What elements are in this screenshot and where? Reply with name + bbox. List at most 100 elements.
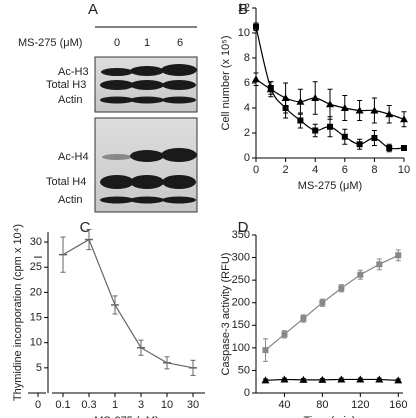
x-tick-label: 6: [342, 164, 348, 176]
panel-letter: B: [238, 1, 248, 18]
y-tick-label: 10: [238, 27, 250, 39]
panel-letter: C: [80, 219, 91, 236]
marker: [111, 304, 119, 306]
row-label: Total H4: [46, 176, 86, 188]
band: [161, 64, 197, 76]
y-tick-label: 0: [244, 387, 250, 399]
marker: [296, 97, 305, 105]
dose-label: 0: [114, 37, 120, 49]
y-tick-label: 30: [30, 236, 42, 248]
y-tick-label: 100: [232, 342, 250, 354]
x-tick-label: 0.1: [55, 399, 70, 411]
y-tick-label: 350: [232, 229, 250, 241]
row-label: Ac-H4: [58, 151, 89, 163]
marker: [400, 115, 408, 123]
x-tick-label: 10: [398, 164, 410, 176]
band: [162, 96, 196, 104]
x-tick-label: 1: [112, 399, 118, 411]
y-tick-label: 4: [244, 102, 250, 114]
band: [100, 175, 134, 189]
x-tick-label: 0.3: [81, 399, 96, 411]
marker: [395, 252, 402, 259]
marker: [356, 375, 365, 383]
x-tick-label: 0: [253, 164, 259, 176]
x-axis-label: MS-275 (μM): [298, 180, 362, 192]
marker: [375, 375, 384, 383]
y-tick-label: 0: [244, 152, 250, 164]
y-tick-label: 6: [244, 77, 250, 89]
marker: [297, 117, 304, 124]
band: [130, 196, 164, 204]
band: [101, 68, 133, 76]
marker: [280, 375, 289, 383]
band: [102, 154, 132, 160]
marker: [311, 94, 320, 101]
y-axis-label: Thymidine incorporation (cpm x 10⁴): [12, 224, 24, 401]
marker: [326, 100, 334, 108]
x-axis-label: Time (min): [303, 415, 355, 418]
marker: [337, 375, 346, 383]
marker: [300, 315, 307, 322]
marker: [338, 285, 345, 292]
x-tick-label: 120: [351, 399, 369, 411]
marker: [85, 238, 93, 241]
marker: [281, 331, 288, 338]
marker: [370, 106, 379, 114]
marker: [299, 375, 308, 383]
marker: [341, 133, 348, 140]
band: [100, 96, 134, 104]
row-label: Actin: [58, 94, 82, 106]
band: [162, 175, 196, 189]
x-tick-label: 8: [371, 164, 377, 176]
marker: [261, 376, 270, 384]
marker: [266, 85, 275, 93]
y-tick-label: 300: [232, 251, 250, 263]
x-tick-label: 80: [316, 399, 328, 411]
band: [130, 66, 164, 76]
marker: [163, 362, 171, 364]
dose-label: 1: [144, 37, 150, 49]
marker: [401, 145, 407, 151]
band: [100, 80, 134, 90]
marker: [253, 23, 259, 30]
band: [130, 150, 164, 162]
marker: [189, 367, 197, 369]
dose-label: 6: [177, 37, 183, 49]
marker: [318, 375, 327, 383]
x-tick-label: 2: [283, 164, 289, 176]
blot-frame: [94, 117, 198, 213]
band: [161, 148, 197, 162]
marker: [386, 145, 393, 151]
series-line: [265, 254, 399, 351]
x-tick-label: 30: [187, 399, 199, 411]
marker: [281, 94, 290, 101]
band: [130, 96, 164, 104]
y-tick-label: 5: [36, 362, 42, 374]
x-tick-label: 4: [312, 164, 318, 176]
marker: [356, 141, 363, 148]
y-tick-label: 50: [238, 364, 250, 376]
y-tick-label: 12: [238, 2, 250, 14]
marker: [385, 110, 394, 118]
x-tick-label: 10: [161, 399, 173, 411]
y-tick-label: 20: [30, 286, 42, 298]
bands: [100, 64, 197, 204]
band: [100, 196, 134, 204]
y-tick-label: 200: [232, 297, 250, 309]
panel-letter: D: [238, 219, 249, 236]
marker: [34, 256, 42, 258]
panel-letter: A: [88, 1, 98, 18]
y-axis-label: Cell number (x 10⁵): [220, 35, 232, 130]
treatment-label: MS-275 (μM): [18, 37, 82, 49]
y-tick-label: 150: [232, 319, 250, 331]
x-tick-label: 40: [278, 399, 290, 411]
marker: [355, 106, 364, 114]
x-tick-label: 0: [35, 399, 41, 411]
marker: [252, 75, 260, 83]
marker: [376, 261, 383, 268]
band: [130, 80, 164, 90]
x-tick-label: 3: [138, 399, 144, 411]
marker: [262, 347, 269, 354]
series-line: [62, 238, 194, 369]
